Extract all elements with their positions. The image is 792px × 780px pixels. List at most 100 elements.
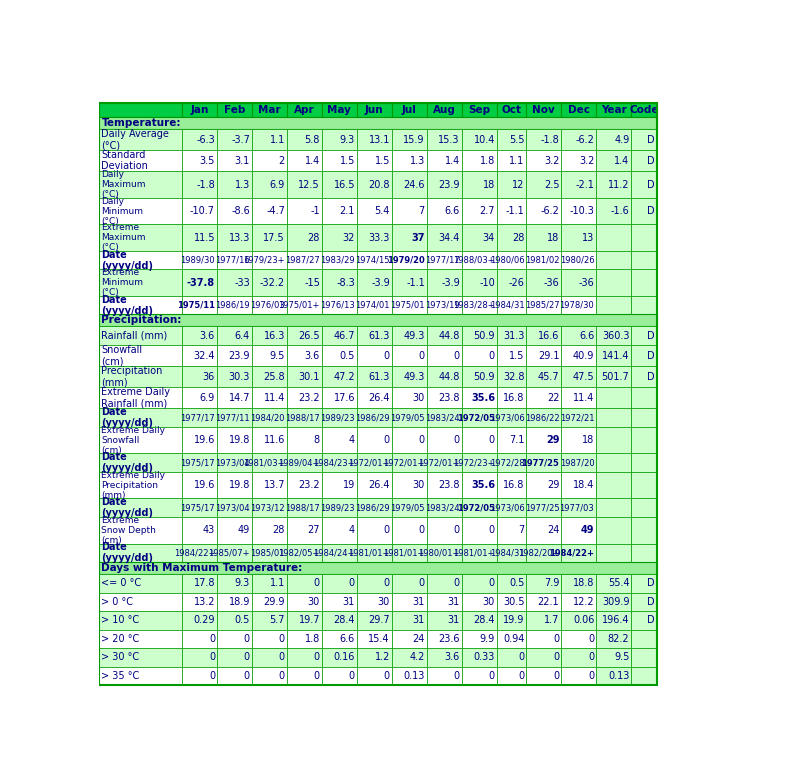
Bar (631, 296, 657, 314)
Text: > 10 °C: > 10 °C (101, 615, 139, 626)
Bar (182, 611, 217, 629)
Text: 0: 0 (554, 671, 559, 681)
Bar (252, 472, 287, 498)
Bar (99, 198, 182, 225)
Bar (99, 103, 182, 117)
Bar (252, 269, 287, 296)
Text: Standard
Deviation: Standard Deviation (101, 151, 148, 172)
Bar (596, 251, 631, 269)
Bar (462, 129, 497, 151)
Bar (497, 517, 526, 544)
Bar (427, 574, 462, 593)
Bar (252, 574, 287, 593)
Bar (287, 326, 322, 345)
Text: 0.13: 0.13 (608, 671, 630, 681)
Text: 141.4: 141.4 (602, 350, 630, 360)
Text: 13.2: 13.2 (193, 597, 215, 607)
Text: Nov: Nov (532, 105, 555, 115)
Bar (562, 103, 596, 117)
Bar (596, 611, 631, 629)
Bar (497, 225, 526, 251)
Text: 1973/19: 1973/19 (425, 300, 460, 310)
Text: 0: 0 (454, 525, 460, 535)
Bar (252, 498, 287, 517)
Bar (392, 269, 427, 296)
Text: 1973/06: 1973/06 (489, 503, 524, 512)
Text: 32.4: 32.4 (193, 350, 215, 360)
Bar (631, 269, 657, 296)
Bar (596, 498, 631, 517)
Bar (252, 225, 287, 251)
Bar (631, 251, 657, 269)
Bar (182, 326, 217, 345)
Text: 3.5: 3.5 (200, 156, 215, 166)
Text: 17.6: 17.6 (333, 393, 355, 403)
Bar (392, 172, 427, 198)
Text: 26.4: 26.4 (368, 480, 390, 491)
Text: 1977/25: 1977/25 (521, 459, 559, 467)
Bar (99, 366, 182, 388)
Bar (462, 366, 497, 388)
Bar (497, 667, 526, 685)
Text: 30.1: 30.1 (299, 372, 320, 381)
Text: 3.6: 3.6 (305, 350, 320, 360)
Bar (462, 388, 497, 409)
Text: 1987/20: 1987/20 (560, 459, 594, 467)
Bar (356, 648, 392, 667)
Bar (631, 648, 657, 667)
Bar (562, 129, 596, 151)
Bar (217, 574, 252, 593)
Bar (252, 198, 287, 225)
Bar (526, 129, 562, 151)
Bar (356, 198, 392, 225)
Text: 30.3: 30.3 (229, 372, 250, 381)
Text: 0: 0 (209, 652, 215, 662)
Bar (427, 296, 462, 314)
Text: 0: 0 (454, 350, 460, 360)
Text: D: D (648, 578, 655, 588)
Bar (356, 269, 392, 296)
Bar (287, 593, 322, 611)
Text: 49: 49 (238, 525, 250, 535)
Bar (356, 129, 392, 151)
Bar (631, 172, 657, 198)
Bar (526, 345, 562, 366)
Text: 1985/27: 1985/27 (525, 300, 559, 310)
Text: 18.9: 18.9 (229, 597, 250, 607)
Bar (526, 388, 562, 409)
Bar (562, 611, 596, 629)
Text: 12: 12 (512, 179, 524, 190)
Text: 24: 24 (413, 634, 425, 644)
Text: 16.8: 16.8 (503, 393, 524, 403)
Bar (182, 103, 217, 117)
Text: 37: 37 (411, 232, 425, 243)
Bar (497, 574, 526, 593)
Bar (596, 151, 631, 172)
Bar (182, 251, 217, 269)
Bar (356, 388, 392, 409)
Bar (562, 667, 596, 685)
Bar (322, 409, 356, 427)
Bar (356, 472, 392, 498)
Bar (182, 498, 217, 517)
Bar (631, 498, 657, 517)
Bar (287, 129, 322, 151)
Bar (631, 345, 657, 366)
Bar (182, 172, 217, 198)
Text: 45.7: 45.7 (538, 372, 559, 381)
Bar (392, 345, 427, 366)
Bar (217, 544, 252, 562)
Text: 1977/25: 1977/25 (525, 503, 559, 512)
Text: 29: 29 (547, 480, 559, 491)
Text: 1.8: 1.8 (305, 634, 320, 644)
Bar (596, 172, 631, 198)
Text: 31: 31 (447, 597, 460, 607)
Bar (217, 172, 252, 198)
Text: 2: 2 (279, 156, 285, 166)
Text: Extreme Daily
Rainfall (mm): Extreme Daily Rainfall (mm) (101, 388, 170, 409)
Bar (427, 667, 462, 685)
Text: 49: 49 (581, 525, 594, 535)
Text: 0: 0 (384, 350, 390, 360)
Text: 29: 29 (546, 435, 559, 445)
Bar (497, 151, 526, 172)
